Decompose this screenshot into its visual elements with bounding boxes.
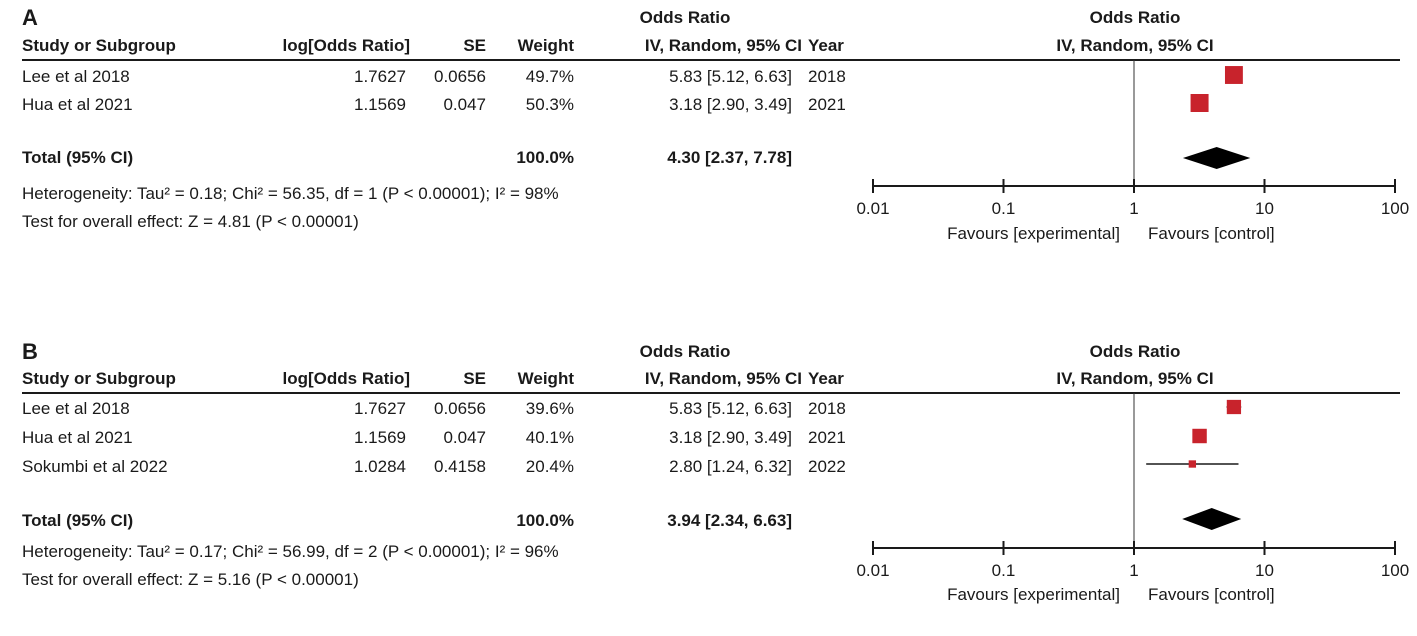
study-se: 0.4158 <box>434 457 486 476</box>
total-weight: 100.0% <box>516 148 574 167</box>
plot-or-method: IV, Random, 95% CI <box>1056 369 1214 388</box>
log-or-header: log[Odds Ratio] <box>282 369 410 388</box>
total-weight: 100.0% <box>516 511 574 530</box>
study-header: Study or Subgroup <box>22 36 176 55</box>
panel-label: B <box>22 339 38 364</box>
forest-plot: 0.01 0.1 1 10 100 Favours [experimental] Favou… <box>856 60 1409 243</box>
study-year: 2021 <box>808 95 846 114</box>
study-log-or: 1.1569 <box>354 95 406 114</box>
study-weight: 50.3% <box>525 95 574 114</box>
study-or-ci: 5.83 [5.12, 6.63] <box>669 67 792 86</box>
total-diamond <box>1182 147 1251 169</box>
study-se: 0.047 <box>443 428 486 447</box>
total-diamond <box>1182 508 1242 530</box>
year-header: Year <box>808 36 844 55</box>
study-name: Lee et al 2018 <box>22 67 130 86</box>
header-rule <box>22 59 1400 61</box>
x-tick-label: 100 <box>1381 199 1409 218</box>
weight-header: Weight <box>517 36 574 55</box>
x-tick-label: 1 <box>1129 199 1138 218</box>
favours-right-label: Favours [control] <box>1148 585 1275 604</box>
forest-plot: 0.01 0.1 1 10 100 Favours [experimental] Favou… <box>856 393 1409 604</box>
favours-left-label: Favours [experimental] <box>947 585 1120 604</box>
or-title-header: Odds Ratio <box>639 342 731 361</box>
study-marker <box>1226 399 1242 415</box>
favours-right-label: Favours [control] <box>1148 224 1275 243</box>
log-or-header: log[Odds Ratio] <box>282 36 410 55</box>
study-weight: 20.4% <box>525 457 574 476</box>
study-log-or: 1.1569 <box>354 428 406 447</box>
x-tick-label: 1 <box>1129 561 1138 580</box>
study-weight: 39.6% <box>525 399 574 418</box>
study-name: Hua et al 2021 <box>22 428 133 447</box>
study-name: Lee et al 2018 <box>22 399 130 418</box>
study-or-ci: 3.18 [2.90, 3.49] <box>669 95 792 114</box>
x-tick-label: 10 <box>1255 199 1274 218</box>
study-se: 0.0656 <box>434 399 486 418</box>
forest-panel-b: B Odds Ratio Study or Subgroup log[Odds … <box>0 336 1417 636</box>
study-or-ci: 3.18 [2.90, 3.49] <box>669 428 792 447</box>
header-rule <box>22 392 1400 394</box>
total-label: Total (95% CI) <box>22 511 134 530</box>
study-name: Sokumbi et al 2022 <box>22 457 168 476</box>
se-header: SE <box>463 36 486 55</box>
study-log-or: 1.0284 <box>354 457 406 476</box>
study-marker <box>1192 428 1207 444</box>
heterogeneity-text: Heterogeneity: Tau² = 0.17; Chi² = 56.99… <box>22 542 559 561</box>
study-weight: 49.7% <box>525 67 574 86</box>
total-or-ci: 4.30 [2.37, 7.78] <box>667 148 792 167</box>
study-header: Study or Subgroup <box>22 369 176 388</box>
x-tick-label: 0.1 <box>992 561 1016 580</box>
favours-left-label: Favours [experimental] <box>947 224 1120 243</box>
study-se: 0.0656 <box>434 67 486 86</box>
study-name: Hua et al 2021 <box>22 95 133 114</box>
forest-panel-a: A Odds Ratio Study or Subgroup log[Odds … <box>0 0 1417 300</box>
total-or-ci: 3.94 [2.34, 6.63] <box>667 511 792 530</box>
x-tick-label: 0.01 <box>856 561 889 580</box>
panel-label: A <box>22 5 38 30</box>
study-year: 2021 <box>808 428 846 447</box>
weight-header: Weight <box>517 369 574 388</box>
study-marker <box>1224 66 1243 84</box>
study-marker <box>1190 94 1209 112</box>
x-tick-label: 10 <box>1255 561 1274 580</box>
or-method-header: IV, Random, 95% CI <box>644 369 802 388</box>
study-log-or: 1.7627 <box>354 399 406 418</box>
study-year: 2018 <box>808 399 846 418</box>
overall-effect-text: Test for overall effect: Z = 4.81 (P < 0… <box>22 212 359 231</box>
study-or-ci: 5.83 [5.12, 6.63] <box>669 399 792 418</box>
year-header: Year <box>808 369 844 388</box>
x-tick-label: 0.1 <box>992 199 1016 218</box>
study-se: 0.047 <box>443 95 486 114</box>
study-year: 2018 <box>808 67 846 86</box>
se-header: SE <box>463 369 486 388</box>
study-weight: 40.1% <box>525 428 574 447</box>
overall-effect-text: Test for overall effect: Z = 5.16 (P < 0… <box>22 570 359 589</box>
heterogeneity-text: Heterogeneity: Tau² = 0.18; Chi² = 56.35… <box>22 184 559 203</box>
x-tick-label: 100 <box>1381 561 1409 580</box>
or-title-header: Odds Ratio <box>639 8 731 27</box>
plot-or-title: Odds Ratio <box>1089 8 1181 27</box>
study-log-or: 1.7627 <box>354 67 406 86</box>
plot-or-title: Odds Ratio <box>1089 342 1181 361</box>
study-year: 2022 <box>808 457 846 476</box>
study-or-ci: 2.80 [1.24, 6.32] <box>669 457 792 476</box>
x-tick-label: 0.01 <box>856 199 889 218</box>
study-marker <box>1188 460 1197 468</box>
or-method-header: IV, Random, 95% CI <box>644 36 802 55</box>
plot-or-method: IV, Random, 95% CI <box>1056 36 1214 55</box>
total-label: Total (95% CI) <box>22 148 134 167</box>
